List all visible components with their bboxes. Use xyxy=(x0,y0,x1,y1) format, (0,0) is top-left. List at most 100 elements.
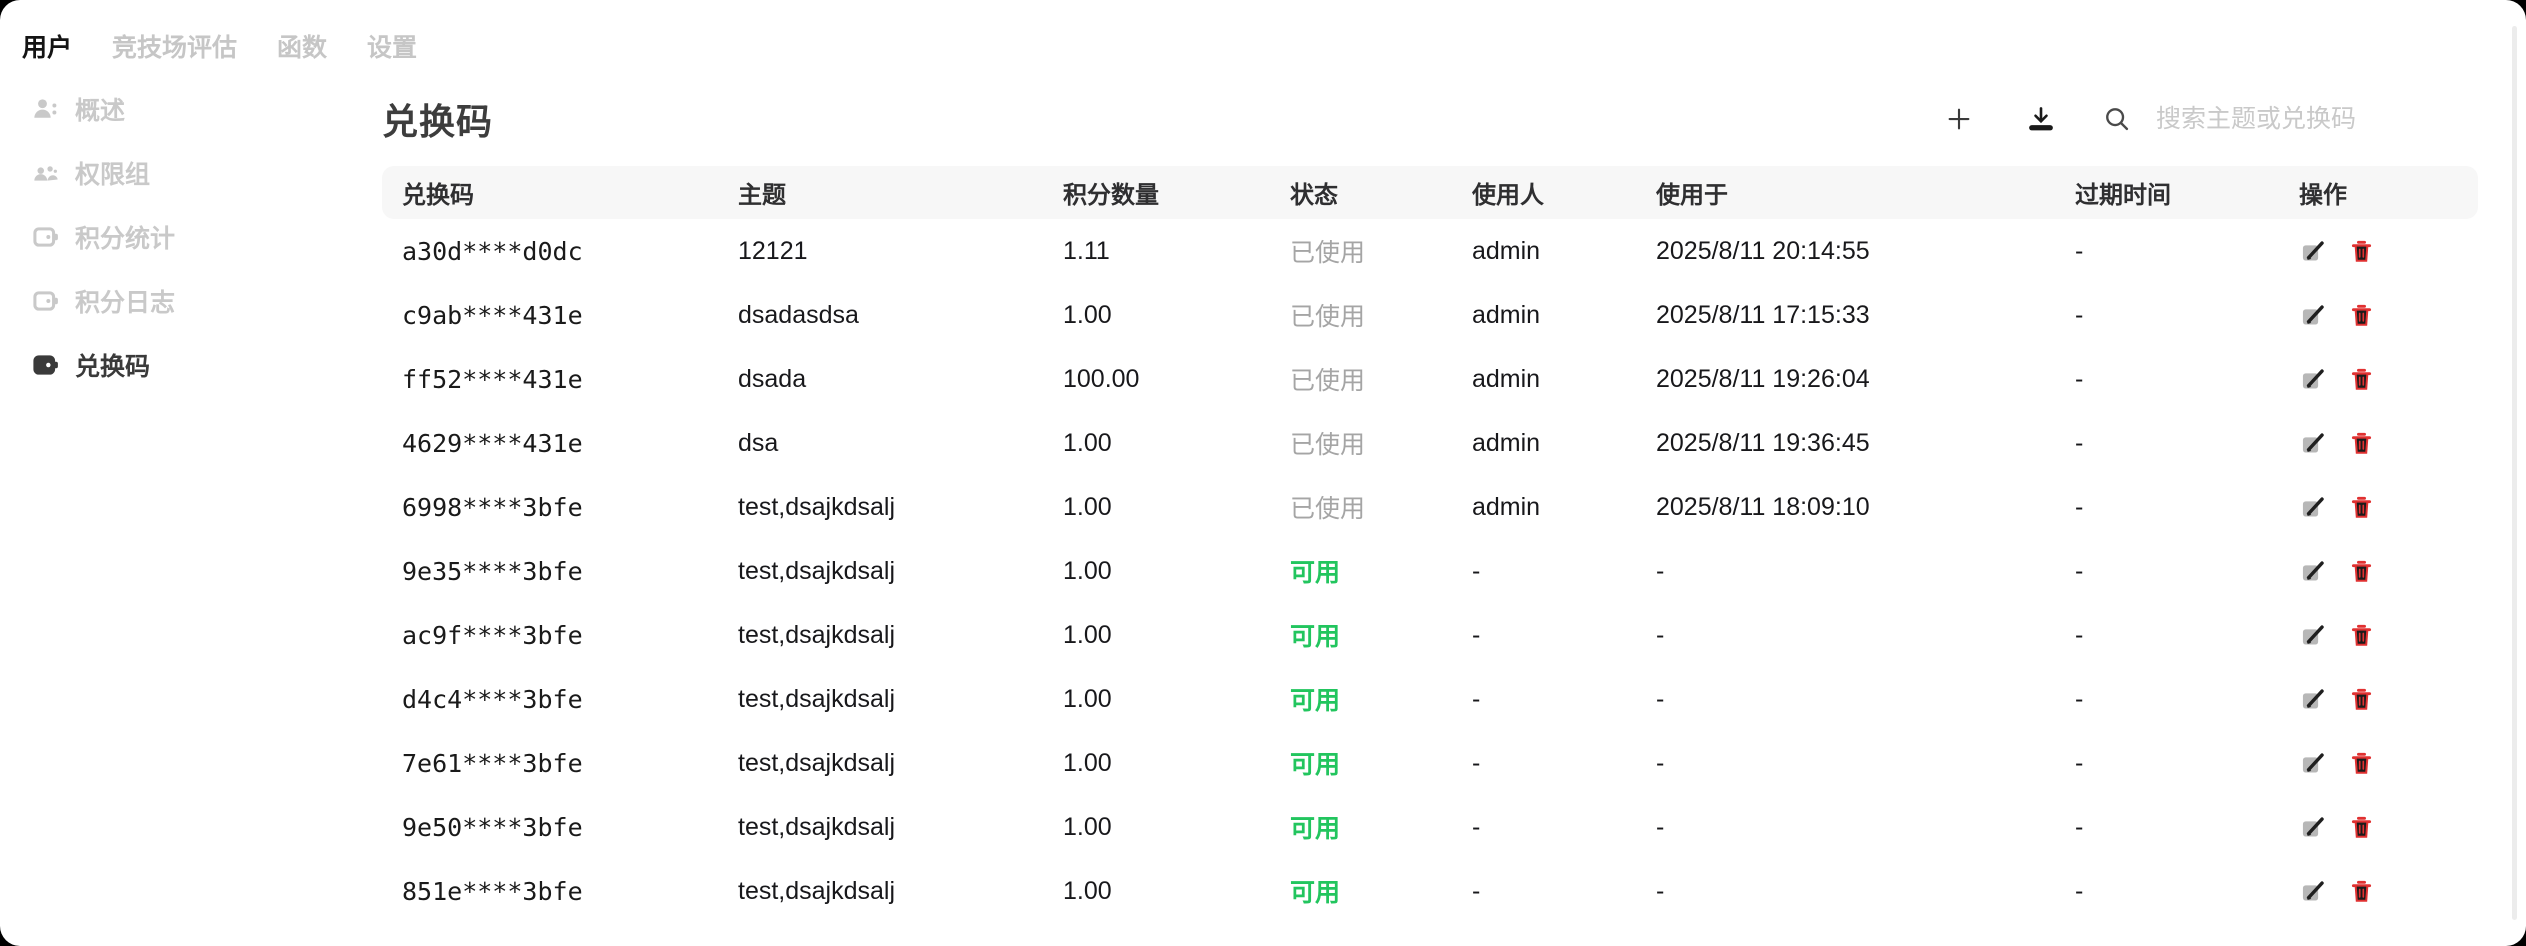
cell-used-at: 2025/8/11 19:36:45 xyxy=(1656,428,1870,457)
cell-topic: dsada xyxy=(738,364,807,393)
cell-user: - xyxy=(1472,556,1481,585)
sidebar-item-overview[interactable]: 概述 xyxy=(0,77,382,141)
cell-user: admin xyxy=(1472,492,1541,521)
cell-code: ac9f****3bfe xyxy=(402,620,583,650)
edit-icon xyxy=(2299,750,2326,777)
row-actions xyxy=(2299,238,2478,265)
delete-button[interactable] xyxy=(2348,622,2375,649)
cell-expires: - xyxy=(2075,812,2084,841)
cell-user: admin xyxy=(1472,300,1541,329)
edit-icon xyxy=(2299,814,2326,841)
cell-expires: - xyxy=(2075,236,2084,265)
table-header-row: 兑换码 主题 积分数量 状态 使用人 使用于 过期时间 操作 xyxy=(382,166,2478,219)
trash-icon xyxy=(2348,622,2375,649)
vertical-scrollbar[interactable] xyxy=(2512,26,2517,920)
cell-topic: test,dsajkdsalj xyxy=(738,684,896,713)
nav-tab-arena[interactable]: 竞技场评估 xyxy=(112,34,238,62)
trash-icon xyxy=(2348,814,2375,841)
edit-icon xyxy=(2299,494,2326,521)
cell-user: admin xyxy=(1472,428,1541,457)
cell-topic: test,dsajkdsalj xyxy=(738,748,896,777)
nav-tab-functions[interactable]: 函数 xyxy=(277,34,328,62)
cell-expires: - xyxy=(2075,428,2084,457)
sidebar-item-permission-groups[interactable]: 权限组 xyxy=(0,141,382,205)
col-header-used-at: 使用于 xyxy=(1656,182,1728,209)
nav-tab-settings[interactable]: 设置 xyxy=(367,34,418,62)
redeem-codes-table: 兑换码 主题 积分数量 状态 使用人 使用于 过期时间 操作 a30d****d… xyxy=(382,166,2478,923)
cell-points: 1.00 xyxy=(1063,428,1112,457)
delete-button[interactable] xyxy=(2348,302,2375,329)
add-code-button[interactable] xyxy=(1942,102,1976,136)
cell-expires: - xyxy=(2075,876,2084,905)
status-badge: 已使用 xyxy=(1290,303,1366,331)
edit-button[interactable] xyxy=(2299,494,2326,521)
cell-code: ff52****431e xyxy=(402,364,583,394)
search-input[interactable] xyxy=(2154,103,2478,135)
page-title: 兑换码 xyxy=(382,101,494,142)
row-actions xyxy=(2299,494,2478,521)
col-header-status: 状态 xyxy=(1290,182,1338,209)
edit-button[interactable] xyxy=(2299,558,2326,585)
table-row: ac9f****3bfe test,dsajkdsalj 1.00 可用 - -… xyxy=(382,603,2478,667)
edit-button[interactable] xyxy=(2299,238,2326,265)
col-header-code: 兑换码 xyxy=(402,182,474,209)
delete-button[interactable] xyxy=(2348,366,2375,393)
sidebar-item-redeem-codes[interactable]: 兑换码 xyxy=(0,333,382,397)
sidebar-item-label: 概述 xyxy=(75,97,126,125)
nav-tab-users[interactable]: 用户 xyxy=(22,34,73,62)
row-actions xyxy=(2299,814,2478,841)
col-header-topic: 主题 xyxy=(738,182,786,209)
cell-user: admin xyxy=(1472,236,1541,265)
edit-button[interactable] xyxy=(2299,814,2326,841)
delete-button[interactable] xyxy=(2348,814,2375,841)
row-actions xyxy=(2299,878,2478,905)
delete-button[interactable] xyxy=(2348,430,2375,457)
cell-topic: dsa xyxy=(738,428,779,457)
sidebar-item-points-log[interactable]: 积分日志 xyxy=(0,269,382,333)
delete-button[interactable] xyxy=(2348,238,2375,265)
cell-used-at: - xyxy=(1656,748,1665,777)
cell-points: 1.00 xyxy=(1063,300,1112,329)
edit-button[interactable] xyxy=(2299,622,2326,649)
row-actions xyxy=(2299,558,2478,585)
cell-code: 4629****431e xyxy=(402,428,583,458)
delete-button[interactable] xyxy=(2348,686,2375,713)
delete-button[interactable] xyxy=(2348,558,2375,585)
cell-points: 1.00 xyxy=(1063,620,1112,649)
sidebar-item-points-stats[interactable]: 积分统计 xyxy=(0,205,382,269)
edit-button[interactable] xyxy=(2299,366,2326,393)
status-badge: 已使用 xyxy=(1290,495,1366,523)
delete-button[interactable] xyxy=(2348,494,2375,521)
table-row: 9e50****3bfe test,dsajkdsalj 1.00 可用 - -… xyxy=(382,795,2478,859)
cell-expires: - xyxy=(2075,684,2084,713)
delete-button[interactable] xyxy=(2348,878,2375,905)
edit-button[interactable] xyxy=(2299,302,2326,329)
edit-button[interactable] xyxy=(2299,750,2326,777)
status-badge: 已使用 xyxy=(1290,239,1366,267)
col-header-points: 积分数量 xyxy=(1063,182,1159,209)
cell-topic: dsadasdsa xyxy=(738,300,859,329)
trash-icon xyxy=(2348,494,2375,521)
cell-expires: - xyxy=(2075,364,2084,393)
sidebar-item-label: 积分统计 xyxy=(75,225,176,253)
search-icon[interactable] xyxy=(2100,102,2134,136)
plus-icon xyxy=(1944,104,1974,134)
cell-expires: - xyxy=(2075,620,2084,649)
cell-code: 9e35****3bfe xyxy=(402,556,583,586)
main-content: 兑换码 xyxy=(382,64,2526,946)
cell-topic: test,dsajkdsalj xyxy=(738,876,896,905)
table-row: c9ab****431e dsadasdsa 1.00 已使用 admin 20… xyxy=(382,283,2478,347)
delete-button[interactable] xyxy=(2348,750,2375,777)
col-header-expires: 过期时间 xyxy=(2075,182,2171,209)
cell-code: c9ab****431e xyxy=(402,300,583,330)
edit-button[interactable] xyxy=(2299,430,2326,457)
status-badge: 可用 xyxy=(1290,559,1341,587)
trash-icon xyxy=(2348,302,2375,329)
edit-button[interactable] xyxy=(2299,686,2326,713)
cell-expires: - xyxy=(2075,492,2084,521)
edit-button[interactable] xyxy=(2299,878,2326,905)
cell-points: 1.00 xyxy=(1063,748,1112,777)
export-button[interactable] xyxy=(2024,102,2058,136)
trash-icon xyxy=(2348,366,2375,393)
cell-user: - xyxy=(1472,876,1481,905)
